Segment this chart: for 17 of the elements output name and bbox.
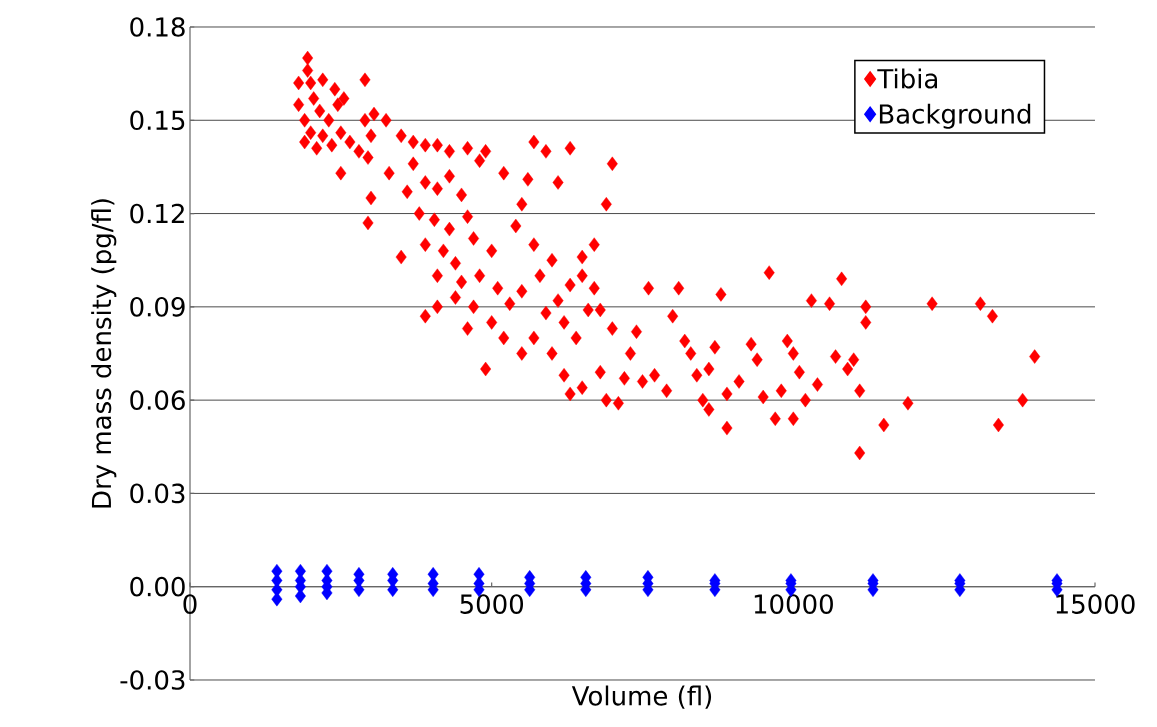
x-axis-title: Volume (fl)	[571, 685, 712, 709]
x-tick-label: 15000	[1056, 594, 1135, 614]
y-tick-label: 0.18	[130, 17, 185, 37]
y-tick-label: 0.12	[130, 203, 184, 224]
point	[294, 563, 306, 579]
x-tick-label: 10000	[754, 594, 833, 614]
y-tick-label: 0.00	[130, 576, 185, 597]
y-tick-label: -0.03	[120, 670, 185, 690]
x-tick-label: 0	[183, 594, 197, 614]
y-tick-label: 0.06	[130, 390, 185, 410]
y-tick-label: 0.15	[130, 110, 185, 131]
y-tick-label: 0.03	[130, 483, 185, 504]
x-tick-label: 5000	[460, 594, 524, 614]
legend-label: Background	[879, 103, 1031, 129]
y-axis-title: Dry mass density (pg/fl)	[91, 199, 117, 508]
y-tick-label: 0.09	[130, 297, 185, 317]
legend-label: Tibia	[877, 68, 938, 89]
